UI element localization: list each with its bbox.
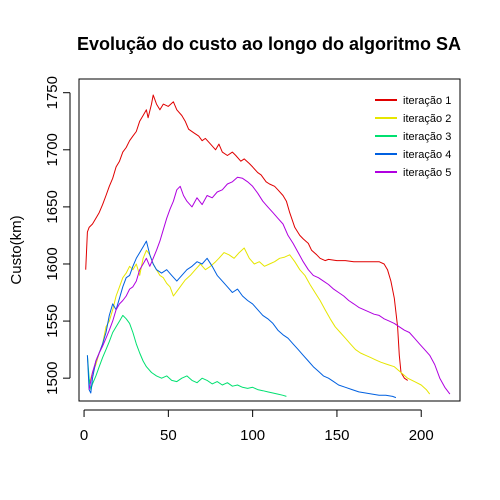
chart-title: Evolução do custo ao longo do algoritmo … [77,34,461,54]
x-tick-label-0: 0 [80,427,88,444]
x-tick-label-50: 50 [160,427,177,444]
y-axis-label: Custo(km) [8,215,25,284]
series-line-4 [86,240,397,399]
legend-label-5: iteração 5 [403,167,451,179]
legend-label-2: iteração 2 [403,113,451,125]
y-axis: 1500 1550 1600 1650 1700 1750 [44,76,71,395]
x-tick-label-100: 100 [240,427,265,444]
legend-label-1: iteração 1 [403,95,451,107]
series-line-1 [85,94,408,381]
y-tick-label-1550: 1550 [44,304,61,337]
legend-label-3: iteração 3 [403,131,451,143]
y-tick-label-1600: 1600 [44,247,61,280]
y-tick-label-1700: 1700 [44,133,61,166]
x-tick-label-150: 150 [324,427,349,444]
series-line-2 [88,247,431,395]
y-tick-label-1750: 1750 [44,76,61,109]
series-line-3 [86,314,287,397]
y-tick-label-1650: 1650 [44,190,61,223]
x-axis: 0 50 100 150 200 [80,409,434,444]
series-line-5 [88,176,451,395]
x-tick-label-200: 200 [409,427,434,444]
plot-frame [78,78,461,402]
legend-label-4: iteração 4 [403,149,451,161]
legend: iteração 1 iteração 2 iteração 3 iteração 4… [375,95,451,179]
y-tick-label-1500: 1500 [44,361,61,394]
series-layer [85,94,451,399]
